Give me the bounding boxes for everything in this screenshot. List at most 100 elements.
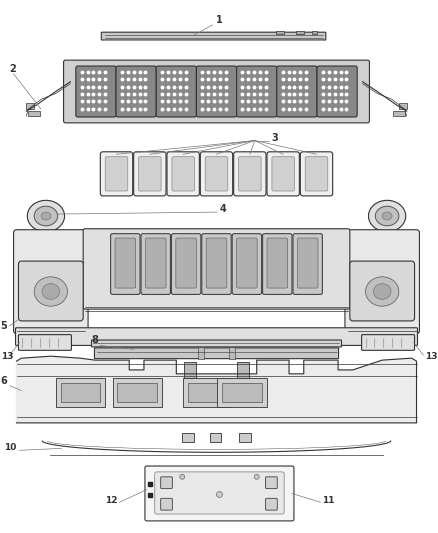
Ellipse shape [373,284,391,300]
FancyBboxPatch shape [277,66,317,117]
FancyBboxPatch shape [83,229,350,309]
FancyBboxPatch shape [111,233,140,294]
Circle shape [254,474,259,479]
FancyBboxPatch shape [237,66,277,117]
FancyBboxPatch shape [167,152,199,196]
FancyBboxPatch shape [265,498,277,510]
FancyBboxPatch shape [317,66,357,117]
Bar [276,31,284,34]
Bar [393,111,405,116]
FancyBboxPatch shape [233,152,266,196]
FancyBboxPatch shape [232,233,261,294]
Text: 13: 13 [425,352,438,361]
FancyBboxPatch shape [161,477,173,489]
FancyBboxPatch shape [18,335,71,350]
FancyBboxPatch shape [134,152,166,196]
Text: 13: 13 [1,352,14,361]
Text: 3: 3 [272,133,278,142]
Ellipse shape [27,200,64,232]
FancyBboxPatch shape [205,157,228,191]
FancyBboxPatch shape [15,328,417,345]
Bar [182,433,194,442]
FancyBboxPatch shape [105,157,128,191]
Text: 6: 6 [0,376,7,386]
Ellipse shape [382,212,392,220]
FancyBboxPatch shape [263,233,292,294]
FancyBboxPatch shape [202,233,231,294]
Text: 2: 2 [10,64,16,74]
Text: 4: 4 [219,204,226,214]
Bar [184,362,196,378]
FancyBboxPatch shape [196,66,237,117]
Bar [188,383,227,402]
Text: 8: 8 [91,335,98,345]
FancyBboxPatch shape [272,157,294,191]
Ellipse shape [375,206,399,226]
FancyBboxPatch shape [14,230,88,334]
FancyBboxPatch shape [18,261,83,321]
FancyBboxPatch shape [305,157,328,191]
Bar [237,362,249,378]
Ellipse shape [42,284,60,300]
Bar [239,433,251,442]
Ellipse shape [41,212,51,220]
Polygon shape [17,356,417,423]
Bar [223,383,261,402]
FancyBboxPatch shape [95,348,339,359]
FancyBboxPatch shape [141,233,170,294]
Bar [56,378,105,407]
FancyBboxPatch shape [156,66,196,117]
FancyBboxPatch shape [200,152,233,196]
Bar [296,31,304,34]
FancyBboxPatch shape [76,66,116,117]
FancyBboxPatch shape [362,335,414,350]
Ellipse shape [34,277,67,306]
Bar [26,103,34,109]
FancyBboxPatch shape [350,261,414,321]
Circle shape [216,491,223,497]
FancyBboxPatch shape [300,152,333,196]
FancyBboxPatch shape [265,477,277,489]
FancyBboxPatch shape [267,152,299,196]
Bar [113,378,162,407]
Bar [399,103,407,109]
FancyBboxPatch shape [171,233,201,294]
FancyBboxPatch shape [115,238,136,288]
Text: 11: 11 [322,496,335,505]
FancyBboxPatch shape [206,238,227,288]
FancyBboxPatch shape [293,233,322,294]
Bar [60,383,100,402]
FancyBboxPatch shape [145,466,294,521]
FancyBboxPatch shape [297,238,318,288]
Circle shape [180,474,185,479]
FancyBboxPatch shape [172,157,194,191]
Ellipse shape [366,277,399,306]
FancyBboxPatch shape [267,238,288,288]
FancyBboxPatch shape [101,32,326,40]
FancyBboxPatch shape [92,340,342,347]
Bar [229,348,235,359]
Text: 12: 12 [105,496,117,505]
Bar [198,348,204,359]
FancyBboxPatch shape [345,230,420,334]
FancyBboxPatch shape [239,157,261,191]
Bar [218,378,266,407]
Bar [183,378,232,407]
Bar [28,111,40,116]
FancyBboxPatch shape [64,60,369,123]
Text: 10: 10 [4,443,17,453]
FancyBboxPatch shape [138,157,161,191]
Ellipse shape [34,206,58,226]
FancyBboxPatch shape [116,66,156,117]
Bar [210,433,222,442]
FancyBboxPatch shape [100,152,133,196]
FancyBboxPatch shape [155,472,284,514]
Bar [311,31,318,34]
Bar [117,383,157,402]
Text: 1: 1 [215,15,222,25]
FancyBboxPatch shape [176,238,196,288]
FancyBboxPatch shape [161,498,173,510]
Ellipse shape [368,200,406,232]
FancyBboxPatch shape [237,238,257,288]
Text: 5: 5 [0,321,7,331]
